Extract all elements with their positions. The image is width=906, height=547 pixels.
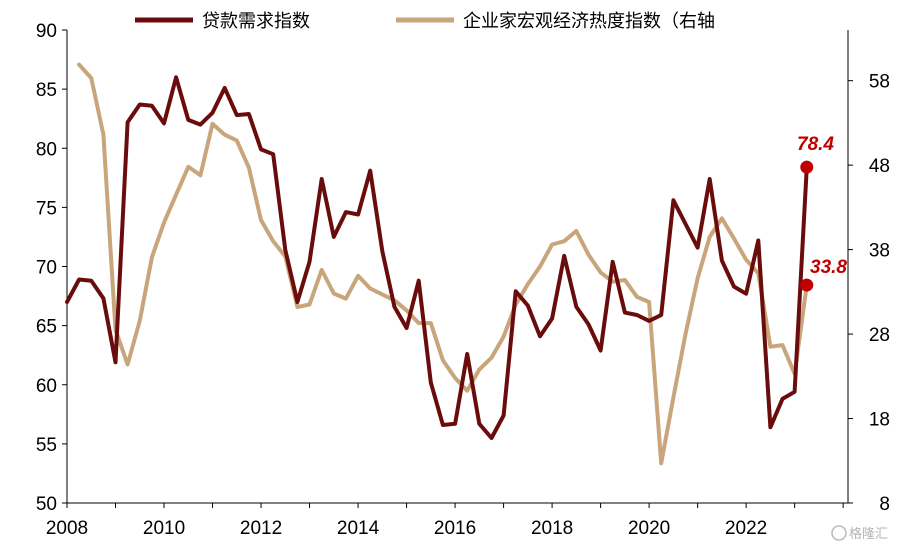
legend-label-series-2: 企业家宏观经济热度指数（右轴 <box>463 11 715 32</box>
series-line-1 <box>65 75 809 440</box>
left-tick-label: 65 <box>36 317 57 338</box>
right-tick-label: 58 <box>869 72 890 93</box>
left-tick-label: 70 <box>36 258 57 279</box>
x-tick-label: 2022 <box>725 518 767 539</box>
x-tick-label: 2018 <box>531 518 573 539</box>
end-markers <box>800 160 814 292</box>
x-tick-label: 2012 <box>240 518 282 539</box>
x-tick-label: 2016 <box>434 518 476 539</box>
legend-label-series-1: 贷款需求指数 <box>202 11 310 32</box>
x-tick-label: 2008 <box>46 518 88 539</box>
right-tick-label: 28 <box>869 325 890 346</box>
left-tick-label: 60 <box>36 376 57 397</box>
right-tick-label: 38 <box>869 241 890 262</box>
left-tick-label: 90 <box>36 21 57 42</box>
watermark-text: 格隆汇 <box>849 526 888 542</box>
annotation-loan-demand: 78.4 <box>797 134 834 155</box>
left-tick-label: 75 <box>36 198 57 219</box>
end-marker-series-1 <box>800 160 814 174</box>
end-marker-series-2 <box>800 278 814 292</box>
left-tick-label: 85 <box>36 80 57 101</box>
left-y-axis: 50 55 60 65 70 75 80 85 90 <box>36 21 68 515</box>
watermark: 格隆汇 <box>831 525 888 542</box>
right-tick-label: 8 <box>879 494 890 515</box>
right-tick-label: 18 <box>869 410 890 431</box>
series-line-2 <box>77 62 809 466</box>
x-tick-label: 2020 <box>628 518 670 539</box>
series-lines <box>65 62 809 466</box>
right-y-axis: 8 18 28 38 48 58 <box>847 30 890 515</box>
x-tick-label: 2010 <box>143 518 185 539</box>
watermark-logo-icon <box>831 525 847 541</box>
left-tick-label: 50 <box>36 494 57 515</box>
x-tick-label: 2014 <box>337 518 380 539</box>
left-tick-label: 80 <box>36 139 57 160</box>
annotation-business-climate: 33.8 <box>810 257 847 278</box>
right-tick-label: 48 <box>869 156 890 177</box>
legend: 贷款需求指数 企业家宏观经济热度指数（右轴 <box>135 11 715 32</box>
left-tick-label: 55 <box>36 435 57 456</box>
x-axis: 2008 2010 2012 2014 2016 2018 2020 2022 <box>46 502 848 539</box>
